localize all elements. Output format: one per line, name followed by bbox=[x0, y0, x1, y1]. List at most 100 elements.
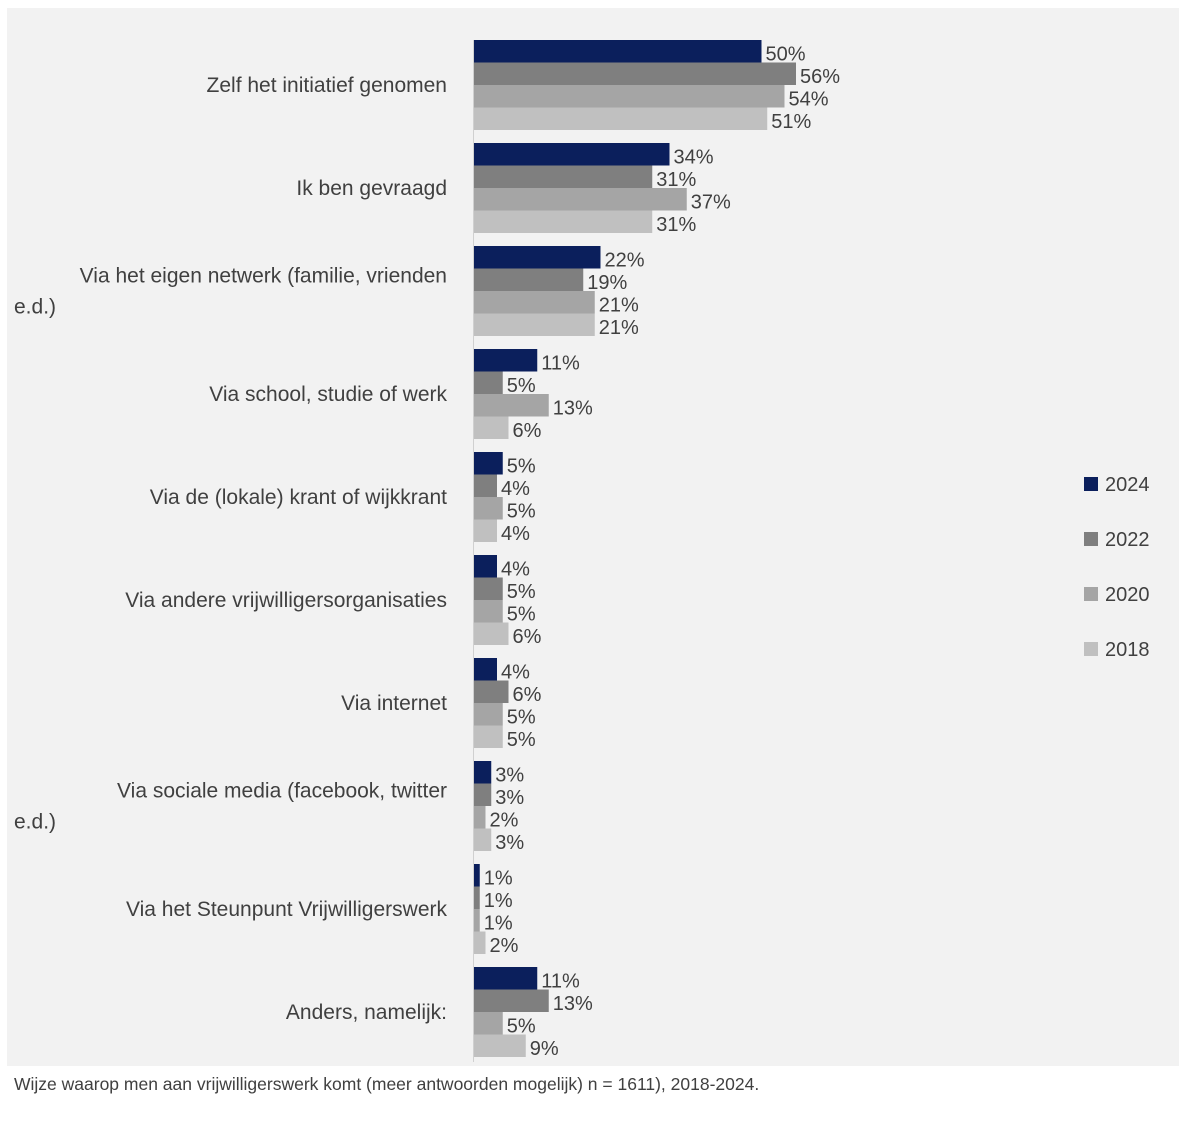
bar-2024 bbox=[474, 864, 480, 887]
value-label: 5% bbox=[507, 604, 536, 626]
value-label: 11% bbox=[541, 971, 580, 993]
bar-2022 bbox=[474, 62, 796, 85]
value-label: 2% bbox=[490, 935, 519, 957]
bar-2024 bbox=[474, 349, 538, 372]
value-label: 19% bbox=[587, 272, 627, 294]
bar-2020 bbox=[474, 600, 503, 623]
value-label: 50% bbox=[766, 44, 806, 66]
bar-2024 bbox=[474, 555, 497, 578]
bar-2020 bbox=[474, 291, 595, 314]
legend-label: 2020 bbox=[1105, 584, 1150, 606]
category-label-line: Via sociale media (facebook, twitter bbox=[117, 780, 447, 803]
bar-2018 bbox=[474, 622, 509, 645]
bar-2018 bbox=[474, 313, 595, 336]
value-label: 3% bbox=[495, 787, 524, 809]
value-label: 5% bbox=[507, 581, 536, 603]
value-label: 21% bbox=[599, 295, 639, 317]
value-label: 5% bbox=[507, 375, 536, 397]
value-label: 11% bbox=[541, 353, 580, 375]
value-label: 6% bbox=[513, 420, 542, 442]
bar-2018 bbox=[474, 107, 768, 130]
bar-2024 bbox=[474, 246, 601, 269]
value-label: 22% bbox=[605, 250, 645, 272]
value-label: 56% bbox=[800, 66, 840, 88]
category-label: Via de (lokale) krant of wijkkrant bbox=[150, 486, 447, 509]
value-label: 31% bbox=[656, 214, 696, 236]
bar-2020 bbox=[474, 497, 503, 520]
bar-2018 bbox=[474, 828, 492, 851]
bar-2020 bbox=[474, 806, 486, 829]
bar-2018 bbox=[474, 931, 486, 954]
legend-swatch-2022 bbox=[1084, 532, 1098, 546]
value-label: 37% bbox=[691, 192, 731, 214]
category-label: Anders, namelijk: bbox=[286, 1001, 447, 1024]
bar-2022 bbox=[474, 989, 549, 1012]
legend-label: 2018 bbox=[1105, 639, 1150, 661]
value-label: 4% bbox=[501, 662, 530, 684]
bar-2020 bbox=[474, 909, 480, 932]
bar-2024 bbox=[474, 40, 762, 63]
value-label: 1% bbox=[484, 890, 513, 912]
value-label: 3% bbox=[495, 832, 524, 854]
category-label: Via het Steunpunt Vrijwilligerswerk bbox=[126, 898, 447, 921]
value-label: 54% bbox=[789, 89, 829, 111]
bar-2018 bbox=[474, 1034, 526, 1057]
value-label: 1% bbox=[484, 913, 513, 935]
bar-2022 bbox=[474, 165, 653, 188]
value-label: 4% bbox=[501, 523, 530, 545]
value-label: 13% bbox=[553, 398, 593, 420]
bar-2018 bbox=[474, 416, 509, 439]
category-label-line: e.d.) bbox=[14, 296, 56, 319]
value-label: 2% bbox=[490, 810, 519, 832]
legend-swatch-2018 bbox=[1084, 642, 1098, 656]
category-label: Ik ben gevraagd bbox=[296, 177, 447, 200]
legend-label: 2024 bbox=[1105, 474, 1150, 496]
category-label-line: e.d.) bbox=[14, 811, 56, 834]
bar-2020 bbox=[474, 703, 503, 726]
value-label: 3% bbox=[495, 765, 524, 787]
bar-2022 bbox=[474, 371, 503, 394]
value-label: 51% bbox=[771, 111, 811, 133]
value-label: 1% bbox=[484, 868, 513, 890]
bar-2022 bbox=[474, 886, 480, 909]
value-label: 6% bbox=[513, 626, 542, 648]
bar-2024 bbox=[474, 452, 503, 475]
legend-swatch-2020 bbox=[1084, 587, 1098, 601]
value-label: 4% bbox=[501, 478, 530, 500]
bar-2022 bbox=[474, 474, 497, 497]
value-label: 34% bbox=[674, 147, 714, 169]
bar-2018 bbox=[474, 519, 497, 542]
bar-2018 bbox=[474, 210, 653, 233]
bar-2020 bbox=[474, 188, 687, 211]
value-label: 5% bbox=[507, 707, 536, 729]
bar-2020 bbox=[474, 85, 785, 108]
bar-2020 bbox=[474, 394, 549, 417]
bar-2022 bbox=[474, 680, 509, 703]
bar-2022 bbox=[474, 268, 584, 291]
value-label: 4% bbox=[501, 559, 530, 581]
bar-2020 bbox=[474, 1012, 503, 1035]
bar-2024 bbox=[474, 143, 670, 166]
bar-2024 bbox=[474, 967, 538, 990]
value-label: 5% bbox=[507, 1016, 536, 1038]
category-label: Via school, studie of werk bbox=[209, 383, 447, 406]
bar-2018 bbox=[474, 725, 503, 748]
value-label: 5% bbox=[507, 456, 536, 478]
category-label: Via andere vrijwilligersorganisaties bbox=[125, 589, 447, 612]
bar-2022 bbox=[474, 783, 492, 806]
value-label: 9% bbox=[530, 1038, 559, 1060]
category-label: Via sociale media (facebook, twitter e.d.… bbox=[14, 780, 447, 834]
category-label: Via het eigen netwerk (familie, vrienden… bbox=[14, 265, 447, 319]
bar-2024 bbox=[474, 761, 492, 784]
bar-2024 bbox=[474, 658, 497, 681]
legend-swatch-2024 bbox=[1084, 477, 1098, 491]
category-label: Zelf het initiatief genomen bbox=[207, 74, 447, 97]
value-label: 13% bbox=[553, 993, 593, 1015]
value-label: 31% bbox=[656, 169, 696, 191]
value-label: 5% bbox=[507, 501, 536, 523]
value-label: 6% bbox=[513, 684, 542, 706]
value-label: 21% bbox=[599, 317, 639, 339]
category-label: Via internet bbox=[341, 692, 447, 715]
value-label: 5% bbox=[507, 729, 536, 751]
